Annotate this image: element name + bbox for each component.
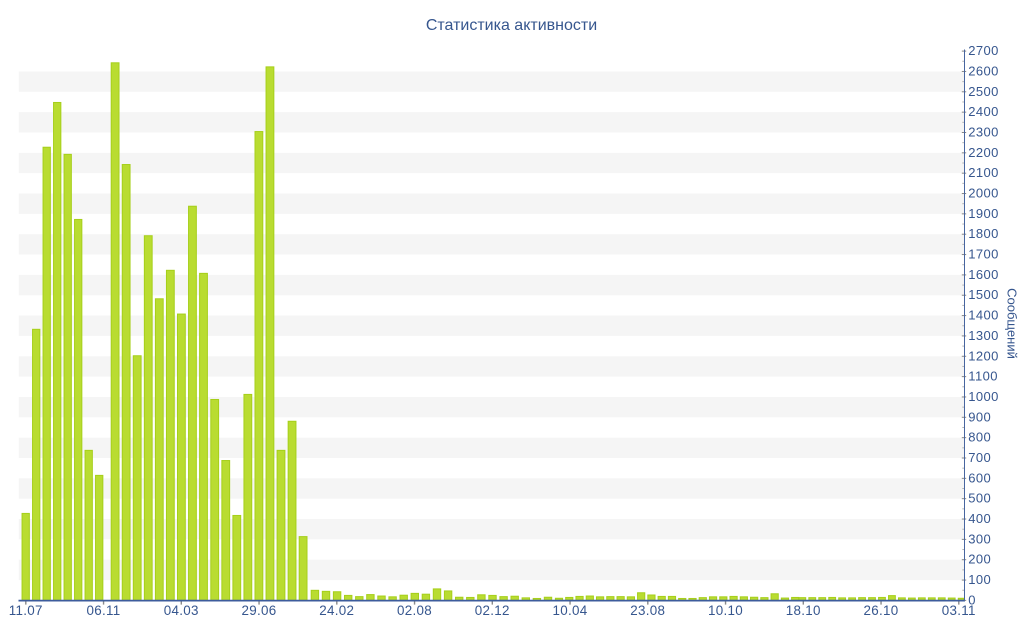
svg-text:03.11: 03.11 [942, 603, 976, 618]
svg-text:2600: 2600 [968, 63, 999, 78]
svg-text:700: 700 [968, 450, 991, 465]
svg-text:600: 600 [968, 470, 991, 485]
svg-text:02.12: 02.12 [475, 603, 510, 618]
svg-text:1600: 1600 [968, 267, 999, 282]
svg-text:100: 100 [968, 572, 991, 587]
svg-text:1400: 1400 [968, 308, 999, 323]
svg-text:29.06: 29.06 [242, 603, 277, 618]
svg-text:1800: 1800 [968, 226, 999, 241]
svg-text:18.10: 18.10 [786, 603, 821, 618]
svg-text:0: 0 [968, 592, 976, 607]
svg-text:Сообщений: Сообщений [1005, 288, 1020, 359]
svg-text:Статистика активности: Статистика активности [426, 17, 597, 34]
svg-text:2400: 2400 [968, 104, 999, 119]
svg-text:10.10: 10.10 [708, 603, 743, 618]
svg-text:26.10: 26.10 [864, 603, 899, 618]
svg-text:1900: 1900 [968, 206, 999, 221]
svg-text:1300: 1300 [968, 328, 999, 343]
svg-text:2300: 2300 [968, 124, 999, 139]
svg-text:1100: 1100 [968, 369, 998, 384]
svg-text:02.08: 02.08 [397, 603, 432, 618]
svg-text:11.07: 11.07 [9, 603, 43, 618]
svg-text:2700: 2700 [968, 43, 999, 58]
svg-text:400: 400 [968, 511, 991, 526]
svg-text:04.03: 04.03 [164, 603, 199, 618]
svg-text:1700: 1700 [968, 247, 999, 262]
svg-text:300: 300 [968, 531, 991, 546]
svg-text:900: 900 [968, 409, 991, 424]
svg-text:2200: 2200 [968, 145, 999, 160]
svg-text:24.02: 24.02 [319, 603, 354, 618]
svg-text:06.11: 06.11 [87, 603, 121, 618]
svg-text:1500: 1500 [968, 287, 999, 302]
svg-text:200: 200 [968, 552, 991, 567]
svg-text:10.04: 10.04 [553, 603, 588, 618]
svg-text:500: 500 [968, 491, 991, 506]
svg-text:2000: 2000 [968, 186, 999, 201]
svg-text:800: 800 [968, 430, 991, 445]
svg-text:1200: 1200 [968, 348, 999, 363]
svg-text:1000: 1000 [968, 389, 999, 404]
svg-text:2500: 2500 [968, 84, 999, 99]
svg-text:2100: 2100 [968, 165, 999, 180]
svg-text:23.08: 23.08 [630, 603, 665, 618]
